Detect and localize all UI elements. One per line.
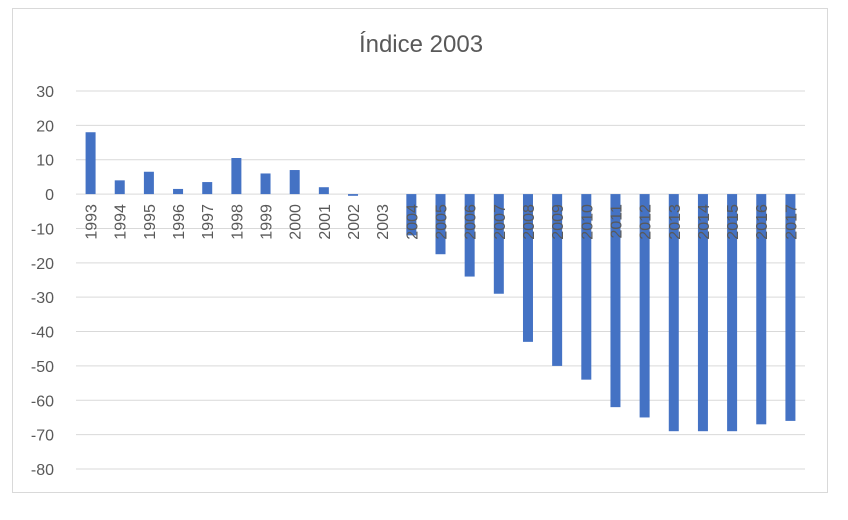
- y-tick-label: 30: [36, 84, 54, 101]
- y-tick-label: 20: [36, 118, 54, 135]
- y-tick-label: -10: [31, 221, 54, 238]
- bar-2011: [610, 194, 621, 408]
- bar-2016: [756, 194, 767, 425]
- x-tick-label: 2012: [638, 204, 655, 240]
- y-tick-label: 0: [45, 187, 54, 204]
- x-tick-label: 1998: [229, 204, 246, 240]
- bar-2001: [318, 187, 329, 195]
- bar-2015: [727, 194, 738, 432]
- bar-2014: [697, 194, 708, 432]
- x-axis-tick-labels: 1993 1994 1995 1996 1997 1998 1999 2000 2001 2002…: [84, 204, 801, 240]
- y-tick-label: -60: [31, 393, 54, 410]
- x-tick-label: 2011: [608, 204, 625, 239]
- x-tick-label: 1999: [259, 204, 276, 240]
- bar-2008: [522, 194, 533, 342]
- bar-1993: [85, 132, 96, 195]
- x-tick-label: 2014: [696, 204, 713, 240]
- x-tick-label: 2006: [463, 204, 480, 240]
- x-tick-label: 2016: [754, 204, 771, 240]
- gridlines: [76, 90, 805, 470]
- x-tick-label: 2017: [783, 204, 800, 240]
- bar-2012: [639, 194, 650, 418]
- x-tick-label: 2001: [317, 204, 334, 240]
- bar-1999: [260, 173, 271, 195]
- x-tick-label: 2013: [667, 204, 684, 240]
- y-tick-label: -50: [31, 359, 54, 376]
- bar-2000: [289, 170, 300, 195]
- x-tick-label: 2000: [288, 204, 305, 240]
- bar-2004: [406, 194, 417, 236]
- bar-2010: [581, 194, 592, 380]
- x-tick-label: 1996: [171, 204, 188, 240]
- x-tick-label: 1994: [113, 204, 130, 240]
- y-tick-label: -20: [31, 256, 54, 273]
- y-axis-tick-labels: 30 20 10 0 -10 -20 -30 -40 -50 -60 -70 -80: [31, 84, 54, 479]
- bar-2013: [668, 194, 679, 432]
- bar-1996: [173, 188, 184, 195]
- x-tick-label: 2003: [375, 204, 392, 240]
- x-tick-label: 2015: [725, 204, 742, 240]
- bar-2006: [464, 194, 475, 277]
- x-tick-label: 1993: [84, 204, 101, 240]
- bar-1998: [231, 158, 242, 195]
- bar-2009: [552, 194, 563, 366]
- chart-container: Índice 2003 30 20 10 0 -10 -20 -30 -40 -50 -60 -70…: [12, 8, 828, 493]
- x-tick-label: 2002: [346, 204, 363, 240]
- x-tick-label: 2010: [579, 204, 596, 240]
- bar-1997: [202, 182, 213, 195]
- x-tick-label: 2004: [404, 204, 421, 240]
- bar-1995: [143, 171, 154, 195]
- bar-2005: [435, 194, 446, 255]
- x-tick-label: 1997: [200, 204, 217, 240]
- chart-title: Índice 2003: [358, 31, 484, 58]
- bars: [85, 132, 796, 432]
- x-tick-label: 2009: [550, 204, 567, 240]
- y-tick-label: 10: [36, 153, 54, 170]
- x-tick-label: 2005: [434, 204, 451, 240]
- bar-2007: [493, 194, 504, 294]
- x-tick-label: 2007: [492, 204, 509, 240]
- bar-2002: [348, 194, 359, 196]
- bar-2017: [785, 194, 796, 421]
- x-tick-label: 1995: [142, 204, 159, 240]
- y-tick-label: -80: [31, 462, 54, 479]
- y-tick-label: -30: [31, 290, 54, 307]
- bar-1994: [114, 180, 125, 195]
- y-tick-label: -70: [31, 428, 54, 445]
- x-tick-label: 2008: [521, 204, 538, 240]
- y-tick-label: -40: [31, 325, 54, 342]
